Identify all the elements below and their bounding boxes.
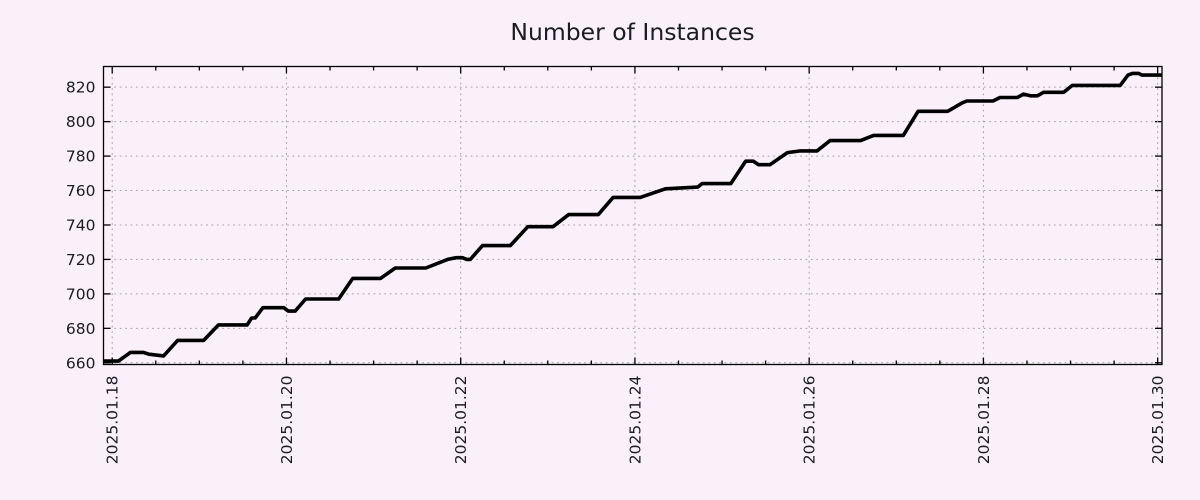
y-tick-label: 800 [66,113,96,131]
y-tick-label: 720 [66,251,96,269]
y-tick-label: 780 [66,148,96,166]
y-tick-label: 680 [66,320,96,338]
y-tick-label: 820 [66,79,96,97]
y-tick-label: 660 [66,354,96,372]
x-tick-label: 2025.01.28 [975,376,993,465]
series-line-instances [103,71,1162,363]
plot-border [102,65,1163,366]
x-tick-label: 2025.01.26 [801,376,819,465]
x-tick-label: 2025.01.30 [1149,376,1167,465]
chart-title: Number of Instances [510,18,754,46]
x-tick-label: 2025.01.24 [626,376,644,465]
plot-area: 660 680 700 720 740 760 780 800 820 2025.01.18 202… [66,65,1167,465]
y-tick-label: 740 [66,216,96,234]
y-tick-label: 760 [66,182,96,200]
y-tick-label: 700 [66,285,96,303]
x-tick-label: 2025.01.20 [278,376,296,465]
x-tick-label: 2025.01.22 [452,376,470,465]
x-tick-label: 2025.01.18 [104,376,122,465]
